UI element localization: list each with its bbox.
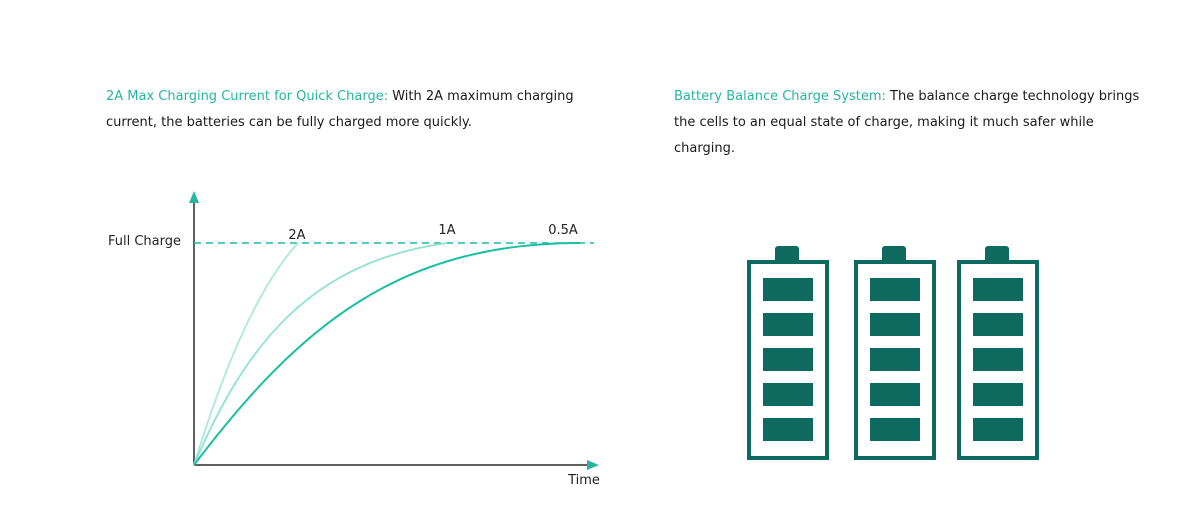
battery-cell [870, 278, 920, 301]
full-charge-label: Full Charge [108, 234, 181, 249]
quick-charge-description: 2A Max Charging Current for Quick Charge… [106, 84, 576, 136]
battery-cell [973, 383, 1023, 406]
balance-charge-text: The balance charge technology brings the… [674, 89, 1140, 156]
x-axis-arrow [587, 460, 599, 470]
battery-cell [763, 418, 813, 441]
curve-1a [193, 242, 448, 466]
battery-body [957, 260, 1039, 460]
battery-icon [957, 246, 1039, 460]
battery-cell [973, 313, 1023, 336]
battery-body [854, 260, 936, 460]
battery-cell [763, 313, 813, 336]
series-label-2a: 2A [288, 228, 305, 243]
battery-cell [870, 418, 920, 441]
battery-icon [747, 246, 829, 460]
balance-charge-heading: Battery Balance Charge System: [674, 89, 886, 104]
battery-cell [870, 348, 920, 371]
battery-cell [763, 383, 813, 406]
quick-charge-heading: 2A Max Charging Current for Quick Charge… [106, 89, 389, 104]
battery-cell [973, 348, 1023, 371]
battery-cell [973, 418, 1023, 441]
battery-cell [870, 313, 920, 336]
series-label-05a: 0.5A [548, 223, 578, 238]
curve-2a [193, 242, 299, 466]
battery-cell [870, 383, 920, 406]
quick-charge-text: With 2A maximum charging current, the ba… [106, 89, 574, 130]
battery-terminal [985, 246, 1009, 260]
battery-cell [973, 278, 1023, 301]
curve-05a [193, 242, 581, 466]
x-axis-label: Time [567, 473, 600, 488]
battery-cell [763, 348, 813, 371]
battery-body [747, 260, 829, 460]
battery-terminal [882, 246, 906, 260]
battery-terminal [775, 246, 799, 260]
series-label-1a: 1A [438, 223, 455, 238]
battery-icon [854, 246, 936, 460]
balance-charge-description: Battery Balance Charge System: The balan… [674, 84, 1144, 162]
battery-cell [763, 278, 813, 301]
y-axis-arrow [189, 191, 199, 203]
